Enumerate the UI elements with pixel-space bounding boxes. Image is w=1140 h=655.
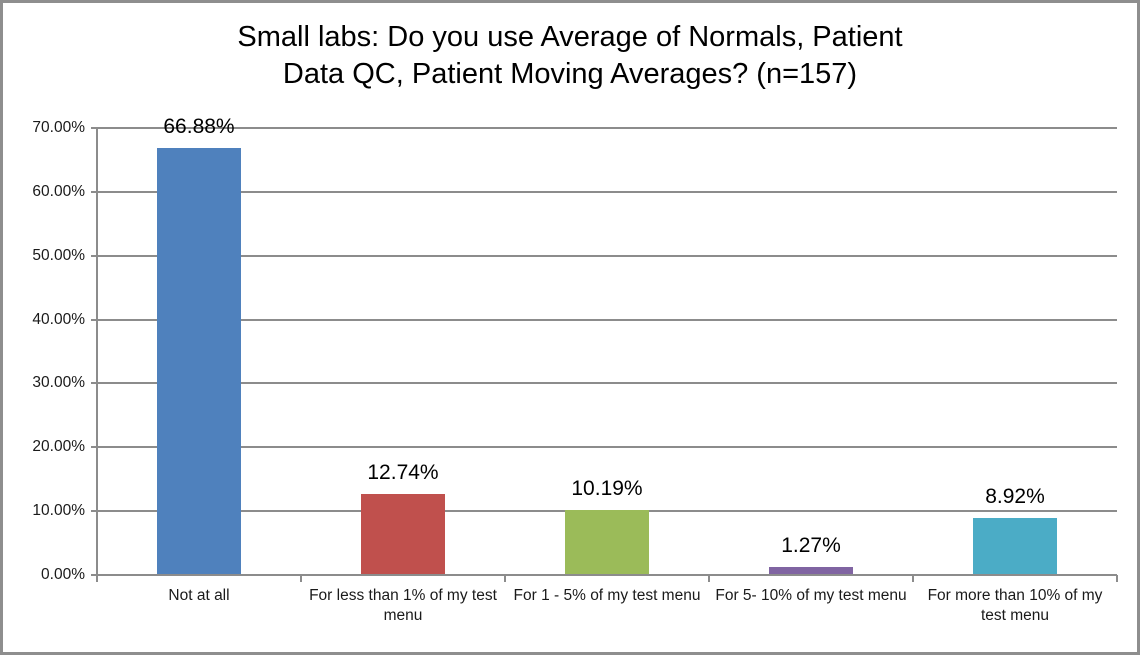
category-label: For 1 - 5% of my test menu (513, 587, 701, 604)
x-axis-tick (300, 575, 302, 582)
y-axis-tick (91, 190, 97, 193)
bar (769, 566, 853, 575)
y-axis-tick (91, 382, 97, 385)
bar-value-label: 10.19% (571, 476, 643, 500)
bar-value-label: 12.74% (367, 460, 439, 484)
bar-value-label: 1.27% (781, 533, 841, 557)
gridline (97, 446, 1117, 449)
y-axis-tick (91, 446, 97, 449)
y-axis-tick-label: 60.00% (32, 182, 85, 200)
chart-title-line-2: Data QC, Patient Moving Averages? (n=157… (282, 58, 858, 90)
y-axis-tick-label: 10.00% (32, 502, 85, 520)
bar-value-label: 8.92% (985, 485, 1045, 509)
y-axis-tick (91, 127, 97, 129)
y-axis-tick (91, 510, 97, 513)
y-axis-tick-label: 30.00% (32, 374, 85, 392)
y-axis-tick (91, 318, 97, 321)
x-axis-tick (504, 575, 506, 582)
y-axis-tick (91, 254, 97, 257)
bar (361, 493, 445, 575)
x-axis-tick (1116, 575, 1118, 582)
gridline (97, 127, 1117, 129)
category-label: For less than 1% of my test menu (309, 587, 497, 624)
gridline (97, 382, 1117, 385)
y-axis-tick-label: 0.00% (41, 566, 85, 583)
category-label: For 5- 10% of my test menu (715, 587, 907, 604)
category-label: For more than 10% of my test menu (927, 587, 1103, 624)
chart-title-line-1: Small labs: Do you use Average of Normal… (237, 21, 903, 53)
bar (973, 518, 1057, 575)
x-axis-line (97, 574, 1117, 576)
bar (565, 509, 649, 575)
gridline (97, 318, 1117, 321)
bar-value-label: 66.88% (163, 114, 235, 138)
y-axis-tick-label: 70.00% (32, 119, 85, 136)
y-axis-tick (91, 574, 97, 576)
gridline (97, 254, 1117, 257)
bar (157, 147, 241, 575)
y-axis-tick-label: 40.00% (32, 310, 85, 328)
x-axis-tick (912, 575, 914, 582)
x-axis-tick (96, 575, 98, 582)
plot-area: 0.00% 10.00% 20.00% 30.00% 40.00% 50.00% 60.00… (3, 3, 1137, 652)
x-axis-tick (708, 575, 710, 582)
chart-title: Small labs: Do you use Average of Normal… (3, 19, 1137, 93)
category-label: Not at all (168, 587, 230, 604)
y-axis-tick-label: 20.00% (32, 438, 85, 456)
y-axis-line (96, 127, 98, 576)
y-axis-tick-label: 50.00% (32, 246, 85, 264)
gridline (97, 190, 1117, 193)
